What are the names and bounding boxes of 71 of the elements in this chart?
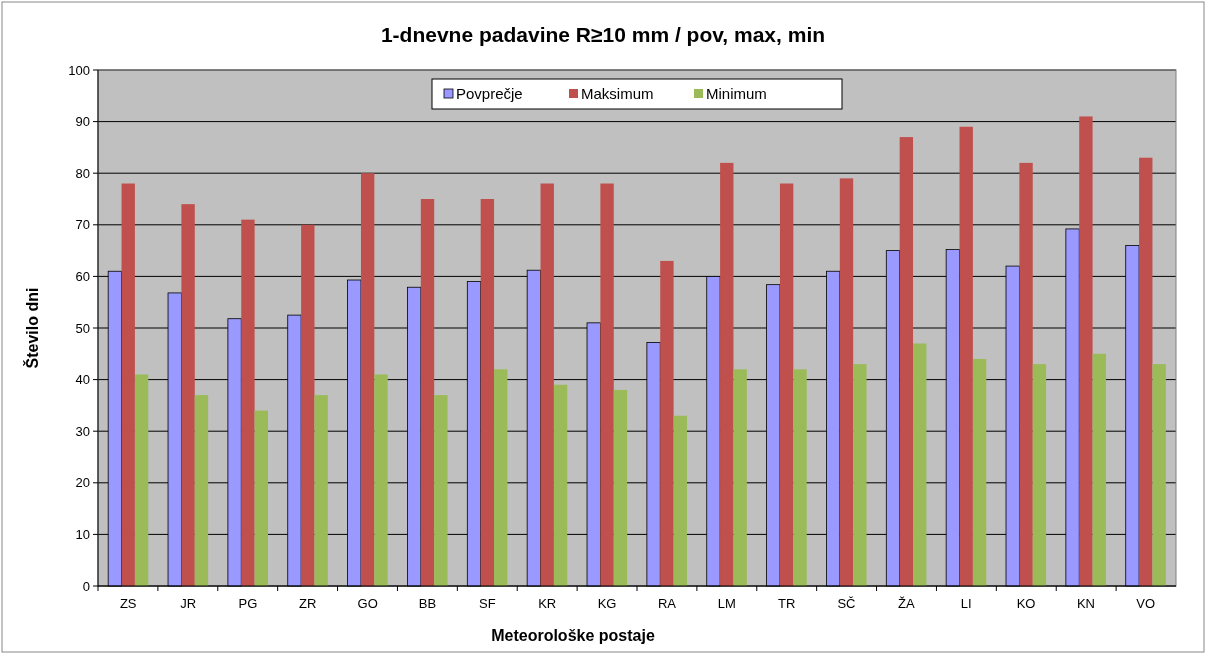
y-tick-label: 90 xyxy=(75,114,90,130)
bar xyxy=(181,204,195,586)
x-tick-label: LI xyxy=(960,596,972,611)
x-tick-label: ZS xyxy=(119,596,137,611)
x-tick-label: KR xyxy=(538,596,557,611)
bar xyxy=(959,126,973,586)
y-tick-label: 50 xyxy=(75,320,90,336)
y-tick-label: 80 xyxy=(75,165,90,181)
bar xyxy=(972,358,987,586)
x-tick-label: LM xyxy=(717,596,736,611)
bar xyxy=(241,219,255,586)
bar xyxy=(134,374,149,586)
bar xyxy=(360,173,375,586)
legend-label: Maksimum xyxy=(581,85,654,103)
x-tick-label: KG xyxy=(597,596,617,611)
bar xyxy=(1139,157,1153,586)
x-tick-label: ŽA xyxy=(898,596,915,611)
bar xyxy=(121,183,135,586)
y-tick-label: 10 xyxy=(75,526,90,542)
y-tick-label: 0 xyxy=(82,578,90,594)
x-tick-label: SF xyxy=(479,596,496,611)
bar xyxy=(673,415,687,586)
x-tick-label: TR xyxy=(777,596,796,611)
legend-label: Minimum xyxy=(706,85,767,103)
bar xyxy=(494,369,508,586)
x-tick-label: SČ xyxy=(837,596,856,611)
bar xyxy=(434,395,448,586)
legend-label: Povprečje xyxy=(456,85,523,103)
bar xyxy=(540,183,554,586)
x-axis-title: Meteorološke postaje xyxy=(491,627,655,644)
x-tick-label: ZR xyxy=(299,596,317,611)
bar xyxy=(1079,116,1093,586)
y-tick-label: 60 xyxy=(75,268,90,284)
bar xyxy=(733,369,747,586)
bar xyxy=(553,384,568,586)
bar xyxy=(480,199,495,586)
bar xyxy=(613,389,628,586)
bar xyxy=(1019,162,1033,586)
bar xyxy=(374,374,388,586)
y-tick-label: 20 xyxy=(75,475,90,491)
x-tick-label: KN xyxy=(1076,596,1095,611)
x-tick-label: KO xyxy=(1016,596,1036,611)
y-tick-label: 70 xyxy=(75,217,90,233)
x-tick-label: BB xyxy=(418,596,437,611)
bar xyxy=(720,162,734,586)
x-tick-label: PG xyxy=(238,596,258,611)
bar xyxy=(194,395,209,586)
y-tick-label: 30 xyxy=(75,423,90,439)
y-tick-label: 40 xyxy=(75,372,90,388)
bar xyxy=(254,410,268,586)
bar xyxy=(853,364,867,586)
bar xyxy=(600,183,614,586)
bar xyxy=(420,199,435,586)
x-tick-label: GO xyxy=(357,596,378,611)
bar xyxy=(1032,364,1047,586)
bar xyxy=(1152,364,1166,586)
bar xyxy=(660,260,674,586)
x-tick-label: JR xyxy=(180,596,197,611)
y-axis-title: Število dni xyxy=(23,287,41,369)
chart-title: 1-dnevne padavine R≥10 mm / pov, max, min xyxy=(380,23,826,46)
y-tick-label: 100 xyxy=(68,62,90,78)
bar xyxy=(1092,353,1106,586)
bar xyxy=(839,178,854,586)
bar xyxy=(899,137,914,586)
bar xyxy=(314,395,328,586)
bar xyxy=(779,183,794,586)
x-tick-label: RA xyxy=(657,596,677,611)
bar xyxy=(301,224,315,586)
bar xyxy=(913,343,927,586)
bar xyxy=(793,369,807,586)
x-tick-label: VO xyxy=(1136,596,1156,611)
